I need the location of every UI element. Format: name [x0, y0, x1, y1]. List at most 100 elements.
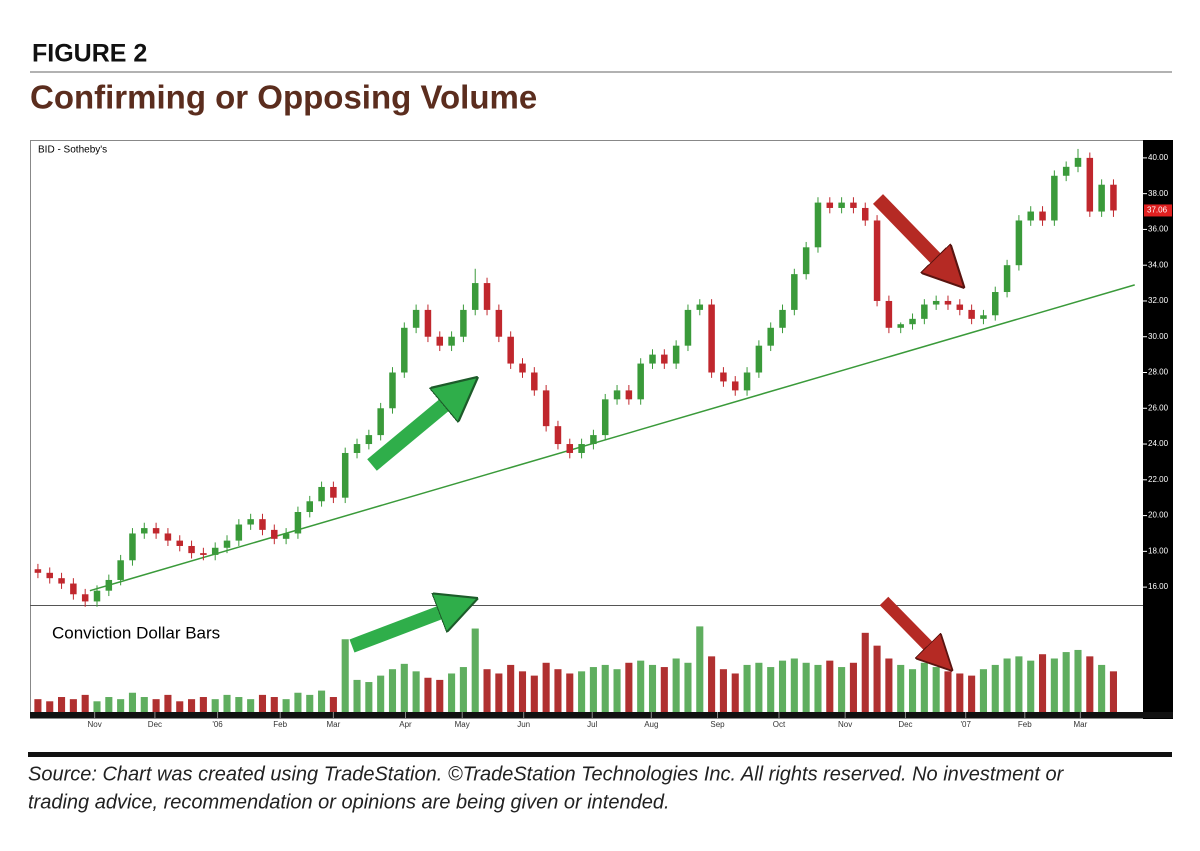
- source-line: Source: Chart was created using TradeSta…: [28, 763, 1065, 785]
- volume-bar: [920, 662, 928, 712]
- volume-bar: [176, 701, 184, 712]
- y-tick-label: 34.00: [1148, 260, 1169, 269]
- volume-bar: [495, 673, 503, 712]
- volume-bar: [388, 669, 397, 712]
- volume-bar: [412, 671, 420, 712]
- volume-bar: [542, 662, 550, 712]
- volume-bar: [105, 697, 113, 712]
- y-tick-label: 30.00: [1148, 332, 1169, 341]
- candle-body: [779, 309, 786, 328]
- volume-bar: [625, 662, 633, 712]
- candle-body: [164, 533, 172, 541]
- x-tick-label: Apr: [399, 720, 412, 729]
- candle-body: [200, 553, 207, 555]
- candle-body: [81, 594, 89, 602]
- volume-bar: [1109, 671, 1117, 712]
- volume-bar: [270, 697, 278, 712]
- volume-bar: [660, 667, 668, 712]
- candle-body: [554, 426, 562, 445]
- y-tick-label: 32.00: [1148, 296, 1169, 305]
- volume-bar: [294, 692, 302, 712]
- volume-bar: [731, 673, 739, 712]
- candle-body: [424, 309, 432, 337]
- candle-body: [70, 583, 77, 595]
- candle-body: [956, 304, 964, 310]
- source-line: trading advice, recommendation or opinio…: [28, 791, 670, 813]
- x-tick-label: Sep: [710, 720, 725, 729]
- trendline: [89, 284, 1135, 592]
- candle-body: [507, 336, 514, 364]
- volume-bar: [518, 671, 527, 712]
- volume-bar: [199, 697, 207, 712]
- candle-body: [672, 345, 680, 364]
- volume-bar: [991, 664, 999, 712]
- candle-body: [46, 572, 53, 579]
- candle-body: [1003, 265, 1011, 293]
- volume-bar: [566, 673, 574, 712]
- candle-body: [885, 300, 893, 328]
- volume-bar: [188, 699, 196, 712]
- volume-bar: [1050, 658, 1058, 712]
- candle-body: [992, 292, 999, 316]
- volume-bar: [507, 664, 515, 712]
- candle-body: [365, 435, 373, 445]
- candle-body: [696, 304, 704, 310]
- volume-bar: [483, 669, 491, 712]
- x-tick-label: Mar: [1073, 720, 1087, 729]
- volume-bar: [861, 632, 869, 712]
- candle-body: [649, 354, 656, 364]
- candle-body: [708, 304, 715, 373]
- volume-bar: [353, 679, 361, 712]
- y-tick-label: 36.00: [1148, 225, 1169, 234]
- candle-body: [401, 327, 408, 373]
- volume-bar: [885, 658, 893, 712]
- volume-bar: [341, 639, 349, 712]
- volume-bar: [1038, 654, 1047, 712]
- candle-body: [791, 274, 798, 310]
- y-tick-label: 24.00: [1148, 439, 1169, 448]
- candle-body: [980, 315, 987, 319]
- volume-bar: [448, 673, 456, 712]
- figure-label: FIGURE 2: [32, 40, 147, 68]
- marks: 16.00 18.00 20.00 22.00 24.00 26.00 28.00 30.00…: [34, 148, 1172, 729]
- volume-bar: [93, 701, 101, 712]
- x-tick-label: Aug: [644, 720, 658, 729]
- candle-body: [460, 309, 467, 337]
- green-arrow: [367, 396, 455, 471]
- candle-body: [471, 283, 479, 310]
- candle-body: [483, 283, 491, 310]
- candle-body: [590, 435, 597, 445]
- candle-body: [814, 202, 822, 248]
- candle-body: [294, 512, 302, 534]
- candle-body: [1086, 157, 1094, 212]
- candle-body: [731, 381, 739, 391]
- candle-body: [743, 372, 751, 391]
- volume-bar: [672, 658, 680, 712]
- candle-body: [897, 324, 904, 328]
- volume-bar: [956, 673, 964, 712]
- volume-bar: [932, 667, 940, 712]
- chart-frame: [30, 140, 1173, 719]
- candle-body: [932, 300, 940, 305]
- volume-bar: [282, 699, 290, 712]
- y-tick-label: 22.00: [1148, 475, 1169, 484]
- candle-body: [613, 390, 621, 400]
- volume-bar: [530, 675, 538, 712]
- volume-bar: [1015, 656, 1023, 712]
- candle-body: [1098, 184, 1105, 212]
- candle-body: [306, 501, 314, 512]
- x-tick-label: Nov: [88, 720, 102, 729]
- volume-bar: [589, 667, 597, 712]
- volume-bar: [979, 669, 987, 712]
- candle-body: [838, 202, 845, 208]
- candle-body: [1074, 157, 1082, 167]
- candle-body: [412, 309, 420, 328]
- volume-bar: [1062, 652, 1070, 712]
- volume-bar: [708, 656, 716, 712]
- volume-panel-title: Conviction Dollar Bars: [52, 623, 220, 642]
- candle-body: [247, 519, 254, 525]
- candle-body: [341, 452, 349, 498]
- candle-body: [188, 545, 195, 554]
- candle-body: [235, 524, 243, 541]
